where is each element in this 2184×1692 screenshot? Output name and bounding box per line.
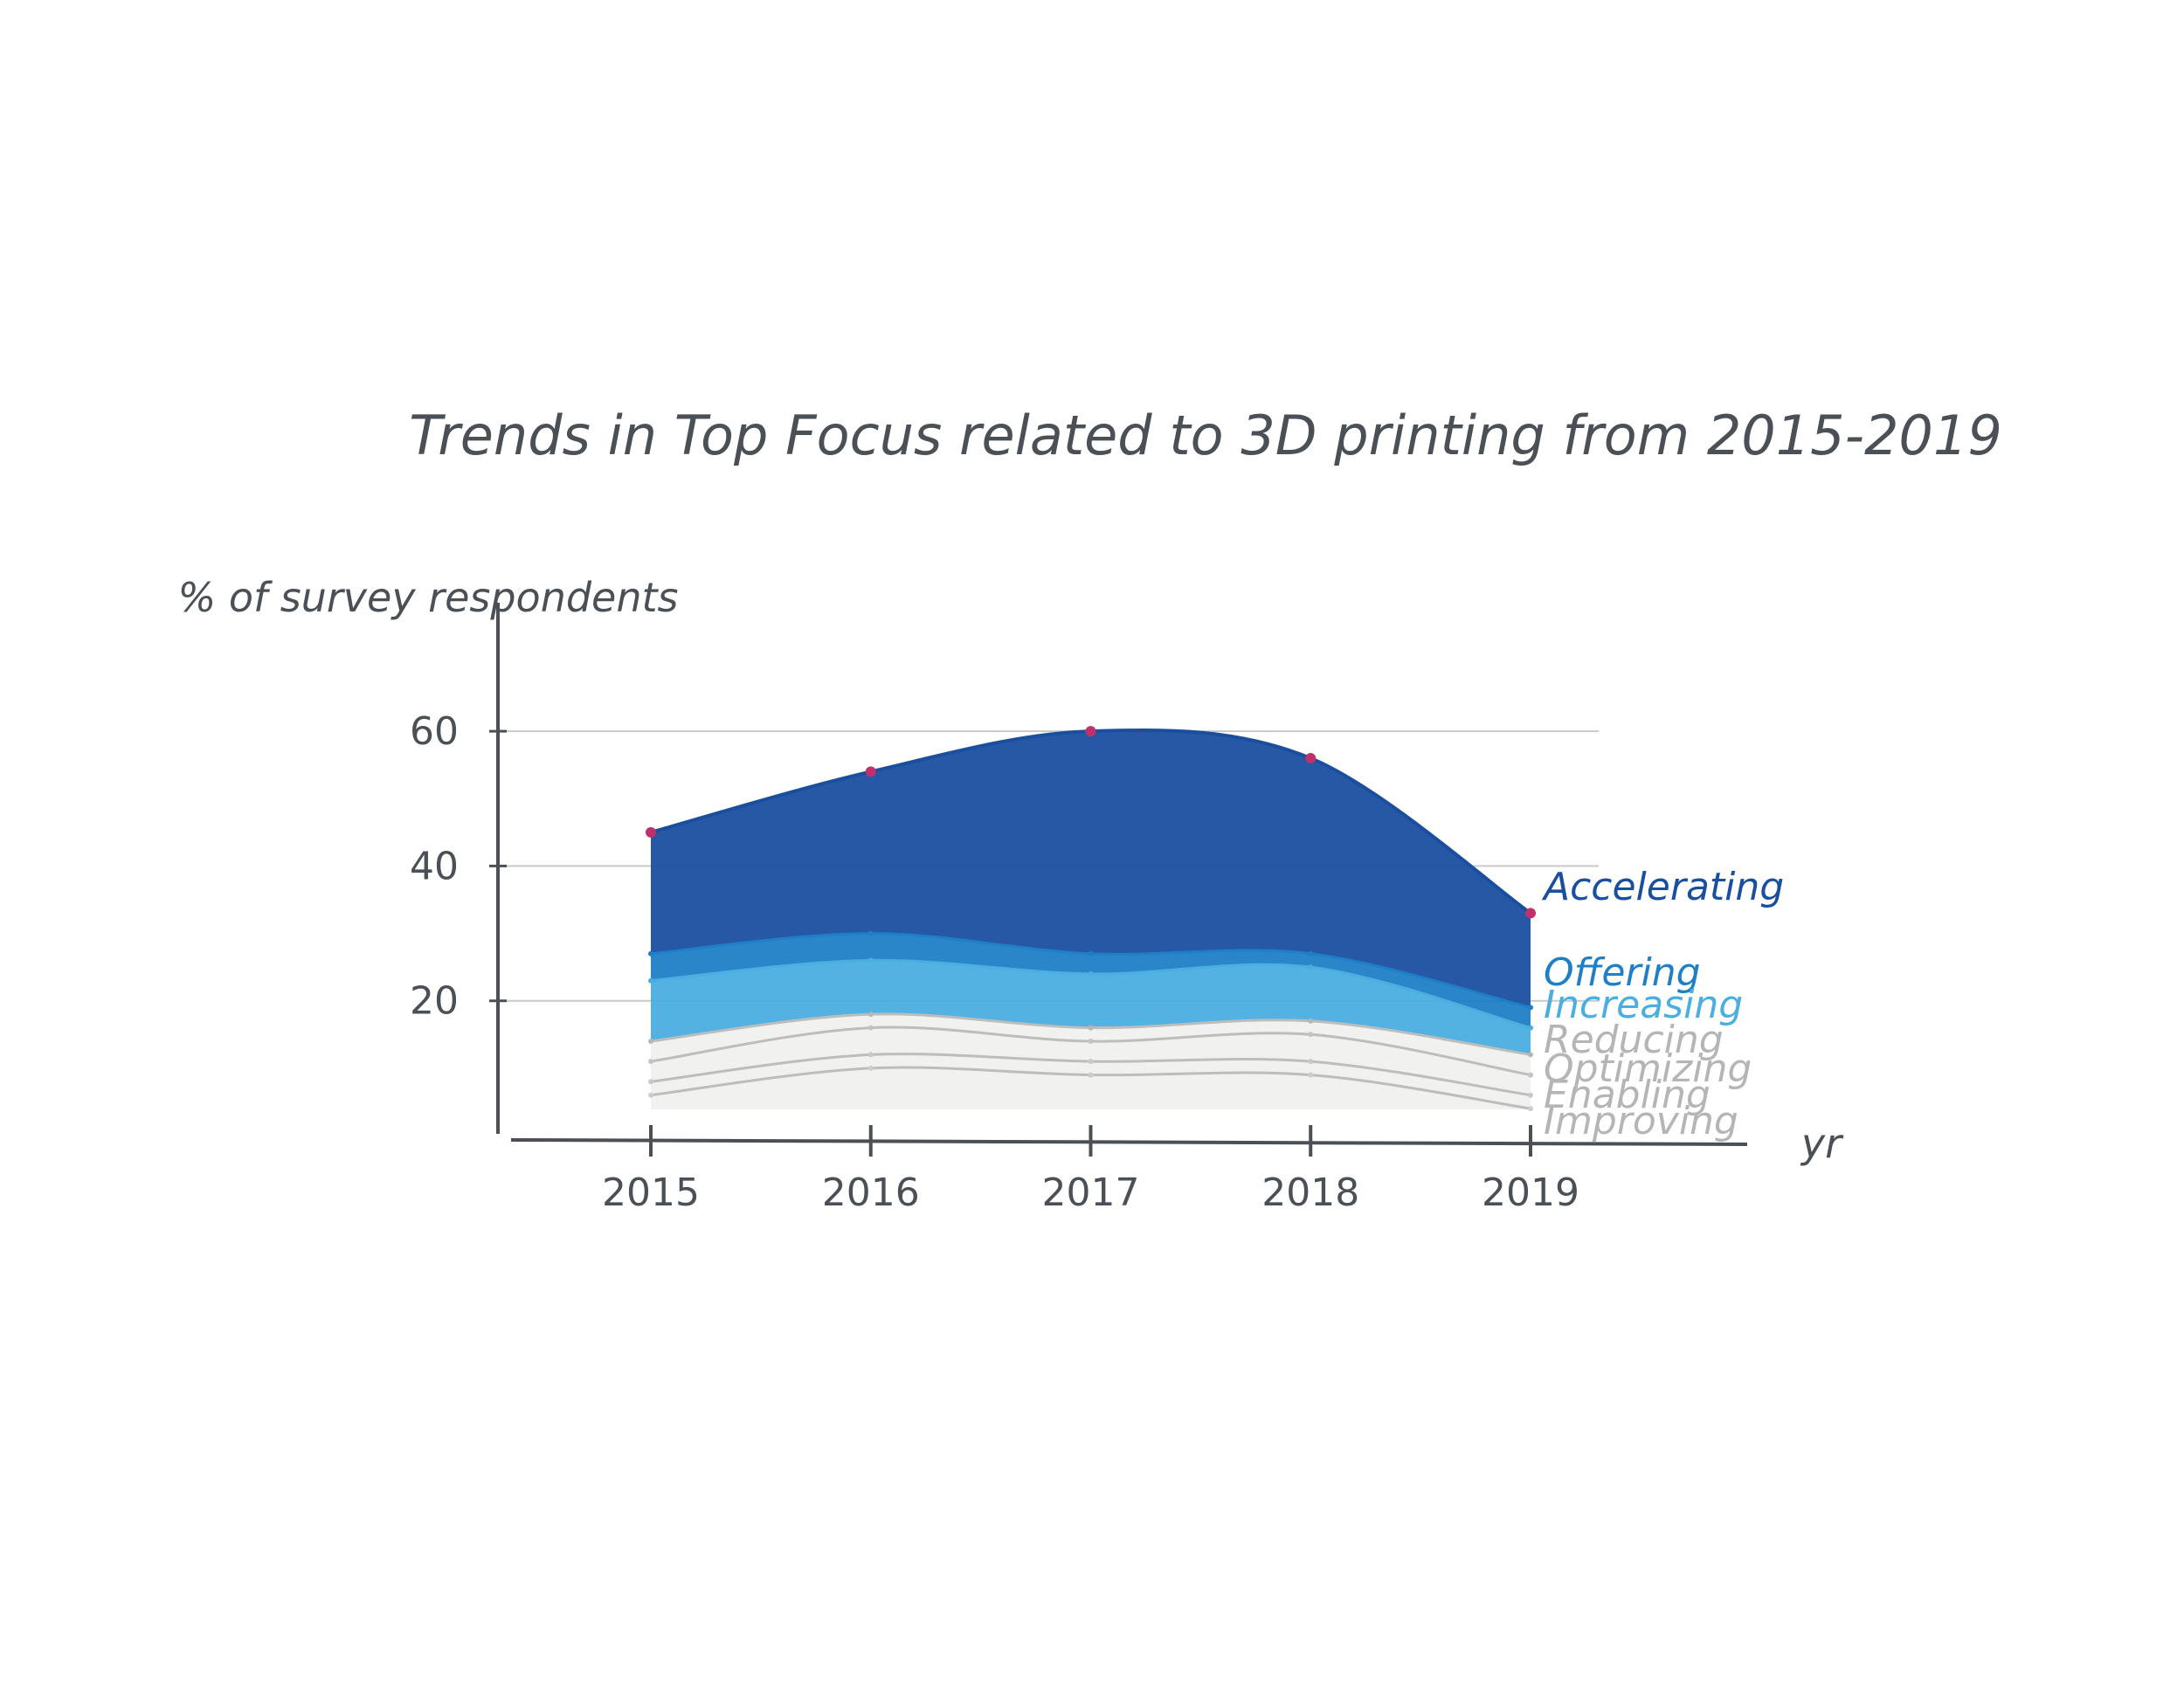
point-accelerating-2016: [865, 766, 876, 777]
y-tick-label-20: 20: [410, 979, 459, 1024]
area-increasing: [651, 960, 1531, 1055]
point-increasing-2018: [1308, 964, 1314, 970]
series-label-accelerating: Accelerating: [1541, 865, 1784, 909]
point-accelerating-2019: [1525, 908, 1536, 919]
point-optimizing-2016: [867, 1025, 874, 1031]
y-tick-label-40: 40: [410, 844, 459, 888]
area-accelerating: [651, 729, 1531, 1008]
area-offering: [651, 933, 1531, 1028]
series-label-offering: Offering: [1544, 950, 1701, 995]
area-improving: [651, 1067, 1531, 1109]
series-label-reducing: Reducing: [1544, 1018, 1724, 1062]
point-improving-2016: [867, 1065, 874, 1071]
point-enabling-2015: [648, 1079, 653, 1085]
point-reducing-2018: [1308, 1018, 1314, 1024]
point-reducing-2016: [867, 1012, 874, 1018]
area-reducing: [651, 1013, 1531, 1075]
point-enabling-2018: [1308, 1059, 1314, 1065]
point-improving-2017: [1088, 1072, 1094, 1078]
x-tick-label-2019: 2019: [1482, 1171, 1579, 1215]
point-enabling-2016: [867, 1052, 874, 1058]
point-offering-2019: [1528, 1005, 1533, 1011]
x-axis-line: [510, 1138, 1748, 1146]
series-label-optimizing: Optimizing: [1544, 1046, 1752, 1091]
y-axis-label: % of survey respondents: [177, 574, 678, 621]
x-tick-label-2015: 2015: [602, 1171, 700, 1215]
point-optimizing-2019: [1528, 1072, 1533, 1078]
series-label-improving: Improving: [1544, 1099, 1738, 1143]
point-improving-2015: [648, 1092, 653, 1098]
point-optimizing-2015: [648, 1059, 653, 1065]
point-offering-2018: [1308, 950, 1314, 956]
point-offering-2016: [867, 930, 874, 936]
series-label-enabling: Enabling: [1544, 1073, 1711, 1117]
series-lines: [646, 726, 1536, 1112]
x-tick-label-2016: 2016: [822, 1171, 920, 1215]
point-optimizing-2018: [1308, 1032, 1314, 1038]
point-offering-2017: [1088, 950, 1094, 956]
axes: 20 40 60 2015 2016 2017 2018 2019: [410, 603, 1748, 1215]
point-enabling-2019: [1528, 1092, 1533, 1098]
point-improving-2018: [1308, 1072, 1314, 1078]
point-accelerating-2018: [1305, 753, 1317, 763]
point-reducing-2019: [1528, 1052, 1533, 1058]
x-tick-label-2018: 2018: [1261, 1171, 1359, 1215]
point-increasing-2017: [1088, 970, 1094, 977]
point-enabling-2017: [1088, 1059, 1094, 1065]
x-tick-label-2017: 2017: [1042, 1171, 1140, 1215]
point-optimizing-2017: [1088, 1039, 1094, 1044]
series-label-increasing: Increasing: [1544, 983, 1743, 1027]
point-increasing-2019: [1528, 1025, 1533, 1031]
series-labels: Accelerating OfferingIncreasingReducingOp…: [1541, 865, 1784, 1143]
point-offering-2015: [648, 950, 653, 956]
point-reducing-2017: [1088, 1025, 1094, 1031]
chart-title: Trends in Top Focus related to 3D printi…: [409, 404, 2002, 467]
point-increasing-2015: [648, 977, 653, 984]
point-accelerating-2017: [1085, 726, 1096, 737]
y-tick-label-60: 60: [410, 709, 459, 754]
series-areas: [651, 729, 1531, 1109]
point-accelerating-2015: [646, 826, 656, 838]
x-axis-label: yr: [1800, 1120, 1844, 1167]
point-reducing-2015: [648, 1039, 653, 1044]
point-increasing-2016: [867, 957, 874, 963]
point-improving-2019: [1528, 1106, 1533, 1112]
